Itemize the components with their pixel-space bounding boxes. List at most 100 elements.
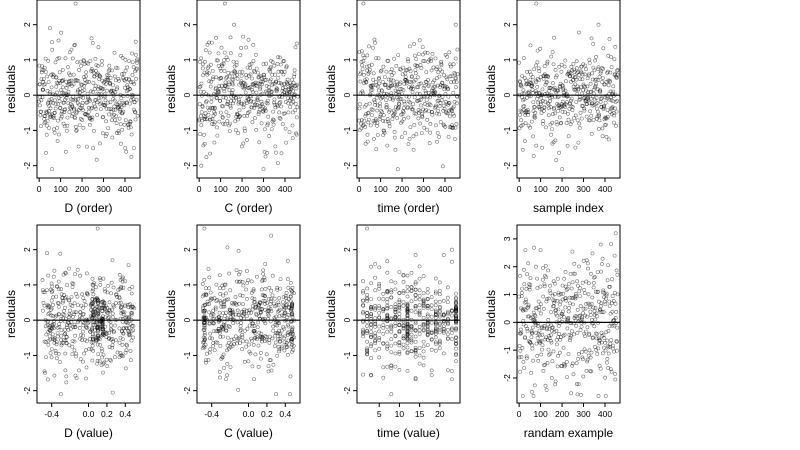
- scatter-point: [437, 299, 442, 304]
- scatter-point: [611, 111, 616, 115]
- scatter-point: [231, 77, 236, 82]
- scatter-point: [445, 309, 450, 314]
- scatter-point: [389, 329, 394, 334]
- scatter-point: [521, 359, 526, 364]
- scatter-point: [202, 315, 207, 320]
- scatter-point: [593, 84, 598, 88]
- scatter-point: [255, 103, 260, 107]
- scatter-point: [599, 105, 604, 109]
- scatter-point: [397, 330, 402, 335]
- scatter-point: [525, 95, 529, 100]
- x-axis-title: D (order): [64, 201, 112, 215]
- scatter-point: [577, 98, 582, 102]
- scatter-point: [64, 340, 69, 345]
- scatter-point: [392, 56, 397, 61]
- scatter-point: [55, 90, 59, 95]
- scatter-point: [73, 373, 78, 378]
- scatter-point: [382, 75, 387, 80]
- scatter-point: [255, 70, 260, 75]
- scatter-point: [256, 364, 261, 369]
- scatter-point: [549, 86, 553, 90]
- scatter-point: [587, 302, 592, 307]
- scatter-point: [229, 337, 234, 342]
- scatter-point: [373, 80, 378, 85]
- scatter-point: [96, 312, 101, 317]
- scatter-point: [614, 321, 618, 326]
- scatter-point: [553, 382, 558, 387]
- scatter-point: [57, 56, 62, 61]
- scatter-point: [389, 392, 394, 397]
- scatter-point: [587, 61, 592, 65]
- scatter-point: [452, 114, 457, 118]
- scatter-point: [78, 314, 83, 319]
- scatter-point: [239, 74, 244, 78]
- scatter-point: [385, 289, 390, 294]
- scatter-point: [551, 349, 556, 354]
- scatter-point: [567, 301, 572, 306]
- scatter-point: [524, 286, 529, 291]
- scatter-point: [407, 44, 412, 49]
- scatter-point: [124, 342, 129, 347]
- scatter-point: [224, 110, 229, 115]
- scatter-point: [597, 118, 602, 123]
- scatter-point: [359, 59, 364, 64]
- scatter-point: [221, 311, 226, 316]
- scatter-point: [525, 356, 529, 361]
- scatter-point: [52, 130, 57, 135]
- scatter-point: [278, 116, 283, 121]
- scatter-point: [247, 308, 252, 313]
- scatter-point: [47, 126, 51, 131]
- scatter-point: [104, 131, 109, 136]
- scatter-point: [413, 71, 418, 76]
- scatter-point: [217, 86, 222, 91]
- scatter-point: [91, 336, 96, 341]
- scatter-point: [575, 330, 580, 335]
- scatter-point: [416, 116, 421, 121]
- scatter-point: [64, 374, 69, 379]
- scatter-point: [46, 377, 50, 382]
- scatter-point: [39, 109, 44, 114]
- scatter-point: [262, 294, 267, 298]
- scatter-point: [519, 327, 523, 332]
- scatter-point: [421, 291, 426, 296]
- scatter-point: [246, 359, 251, 364]
- scatter-point: [50, 322, 55, 327]
- scatter-point: [211, 308, 216, 313]
- scatter-point: [128, 349, 133, 353]
- scatter-point: [444, 75, 449, 80]
- scatter-point: [206, 357, 211, 362]
- scatter-point: [574, 77, 579, 82]
- scatter-point: [433, 341, 438, 346]
- scatter-point: [589, 89, 593, 94]
- scatter-point: [251, 342, 256, 347]
- scatter-point: [591, 285, 596, 290]
- scatter-point: [397, 291, 402, 296]
- scatter-point: [449, 74, 454, 79]
- scatter-point: [209, 40, 214, 45]
- scatter-point: [600, 262, 604, 266]
- scatter-point: [421, 274, 426, 279]
- scatter-point: [381, 307, 386, 312]
- scatter-point: [561, 99, 565, 104]
- scatter-point: [268, 302, 273, 307]
- x-axis-title: C (value): [224, 426, 273, 440]
- scatter-point: [608, 89, 613, 94]
- scatter-point: [43, 82, 47, 87]
- scatter-point: [236, 117, 240, 122]
- scatter-point: [125, 321, 130, 326]
- scatter-point: [279, 104, 284, 109]
- scatter-point: [603, 100, 608, 105]
- scatter-point: [437, 112, 442, 117]
- scatter-point: [568, 272, 573, 276]
- scatter-point: [410, 90, 415, 95]
- scatter-point: [394, 64, 399, 68]
- scatter-point: [47, 325, 52, 330]
- scatter-point: [361, 279, 366, 284]
- y-tick-label: 1: [22, 282, 32, 287]
- scatter-point: [114, 121, 119, 126]
- scatter-point: [566, 117, 571, 122]
- scatter-point: [520, 74, 525, 79]
- scatter-point: [557, 105, 562, 110]
- scatter-point: [528, 283, 533, 287]
- scatter-point: [369, 322, 374, 327]
